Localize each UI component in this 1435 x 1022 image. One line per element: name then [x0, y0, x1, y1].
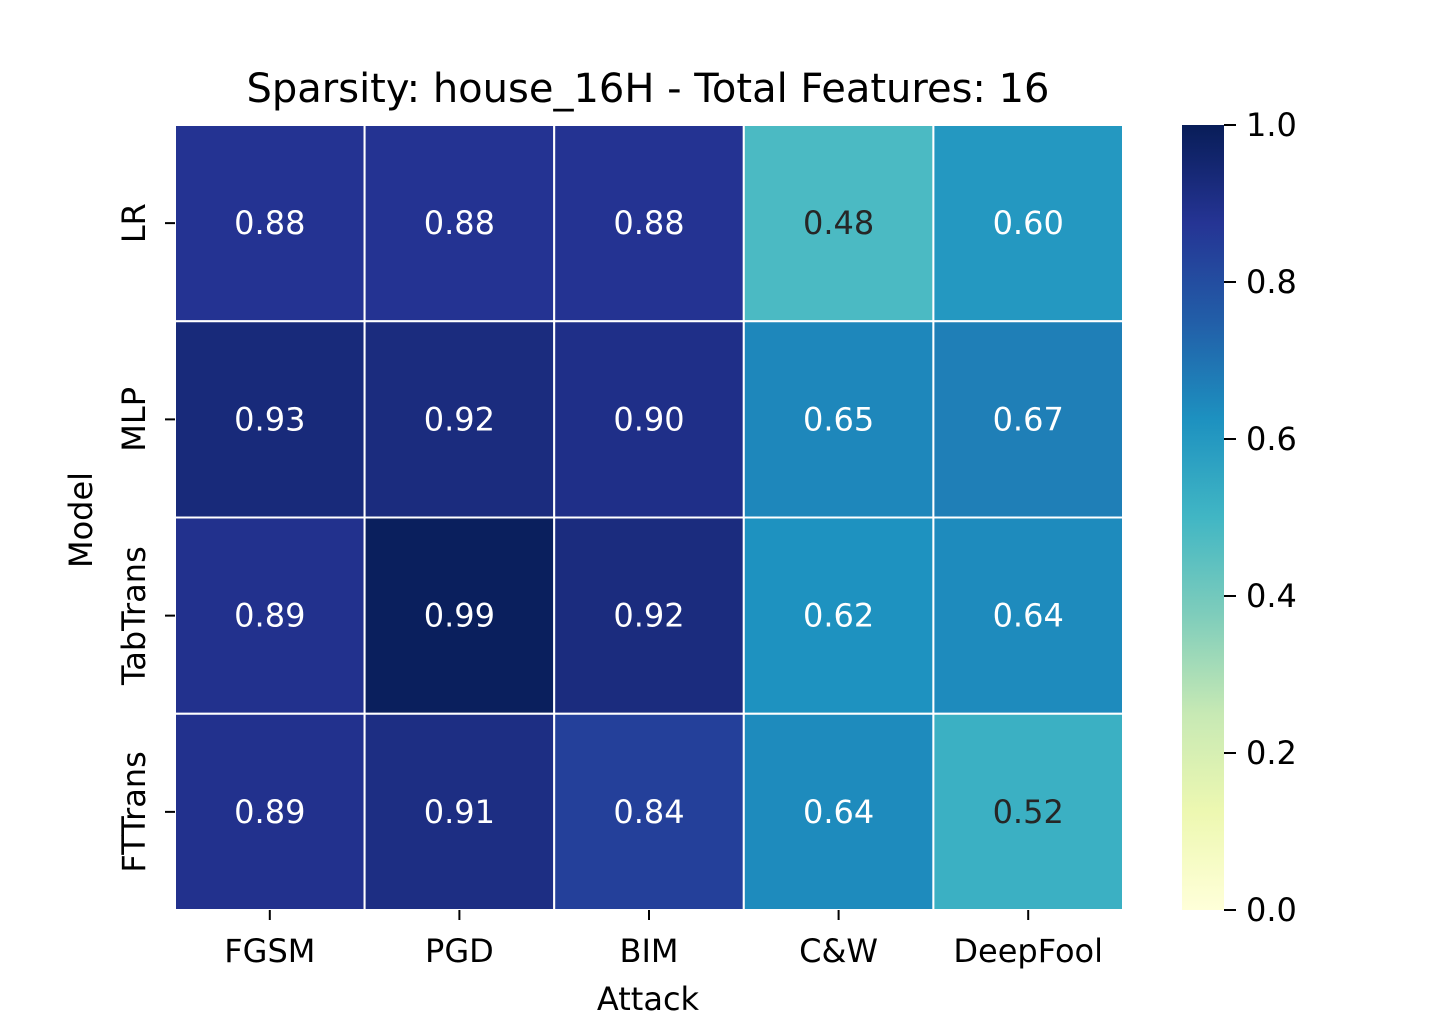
colorbar-tick-label: 1.0: [1246, 106, 1297, 144]
colorbar-ticks: 0.0 0.2 0.4 0.6 0.8 1.0: [1224, 106, 1297, 929]
cell-value-label: 0.67: [993, 400, 1064, 438]
x-tick-label: DeepFool: [953, 932, 1103, 970]
cell-value-label: 0.93: [234, 400, 305, 438]
x-tick-label: FGSM: [224, 932, 315, 970]
cell-value-label: 0.88: [613, 204, 684, 242]
y-tick-label: FTTrans: [115, 751, 153, 872]
cell-value-label: 0.89: [234, 597, 305, 635]
colorbar-tick-label: 0.0: [1246, 891, 1297, 929]
cell-value-label: 0.62: [803, 597, 874, 635]
cell-value-label: 0.64: [803, 793, 874, 831]
cell-value-label: 0.64: [993, 597, 1064, 635]
cell-value-label: 0.92: [613, 597, 684, 635]
colorbar: [1182, 125, 1224, 910]
cell-value-label: 0.88: [234, 204, 305, 242]
heatmap-cell: [742, 516, 935, 715]
cell-value-label: 0.89: [234, 793, 305, 831]
heatmap-cell: [742, 124, 935, 323]
cell-value-label: 0.90: [613, 400, 684, 438]
y-axis-label: Model: [62, 472, 100, 568]
cell-value-label: 0.99: [424, 597, 495, 635]
colorbar-tick-label: 0.4: [1246, 577, 1297, 615]
heatmap-cell: [363, 516, 556, 715]
colorbar-tick-label: 0.2: [1246, 734, 1297, 772]
cell-value-label: 0.52: [993, 793, 1064, 831]
heatmap-cell: [553, 712, 745, 911]
x-tick-label: BIM: [620, 932, 679, 970]
heatmap-cell: [553, 124, 745, 323]
cell-labels: 0.88 0.88 0.88 0.48 0.60 0.93 0.92 0.90 0.65 0.67…: [234, 204, 1064, 831]
y-tick-label: LR: [115, 203, 153, 243]
heatmap-cell: [932, 516, 1125, 715]
heatmap-cell: [932, 124, 1125, 323]
x-tick-label: PGD: [425, 932, 494, 970]
heatmap-cell: [174, 124, 366, 323]
y-tick-label: TabTrans: [115, 546, 153, 686]
heatmap-cell: [363, 712, 556, 911]
colorbar-tick-label: 0.8: [1246, 263, 1297, 301]
heatmap-cell: [553, 320, 745, 519]
x-tick-label: C&W: [799, 932, 878, 970]
cell-value-label: 0.48: [803, 204, 874, 242]
heatmap-cell: [363, 124, 556, 323]
x-axis-label: Attack: [597, 980, 700, 1018]
heatmap-cell: [553, 516, 745, 715]
cell-value-label: 0.88: [424, 204, 495, 242]
heatmap-cells: [174, 124, 1125, 911]
colorbar-tick-label: 0.6: [1246, 420, 1297, 458]
x-axis-ticks: FGSM PGD BIM C&W DeepFool: [224, 910, 1103, 970]
chart-title: Sparsity: house_16H - Total Features: 16: [246, 66, 1049, 112]
cell-value-label: 0.84: [613, 793, 684, 831]
heatmap-cell: [932, 320, 1125, 519]
cell-value-label: 0.65: [803, 400, 874, 438]
cell-value-label: 0.60: [993, 204, 1064, 242]
cell-value-label: 0.92: [424, 400, 495, 438]
y-tick-label: MLP: [115, 387, 153, 452]
heatmap-cell: [742, 712, 935, 911]
heatmap-cell: [174, 320, 366, 519]
y-axis-ticks: LR MLP TabTrans FTTrans: [115, 203, 175, 873]
cell-value-label: 0.91: [424, 793, 495, 831]
heatmap-cell: [932, 712, 1125, 911]
